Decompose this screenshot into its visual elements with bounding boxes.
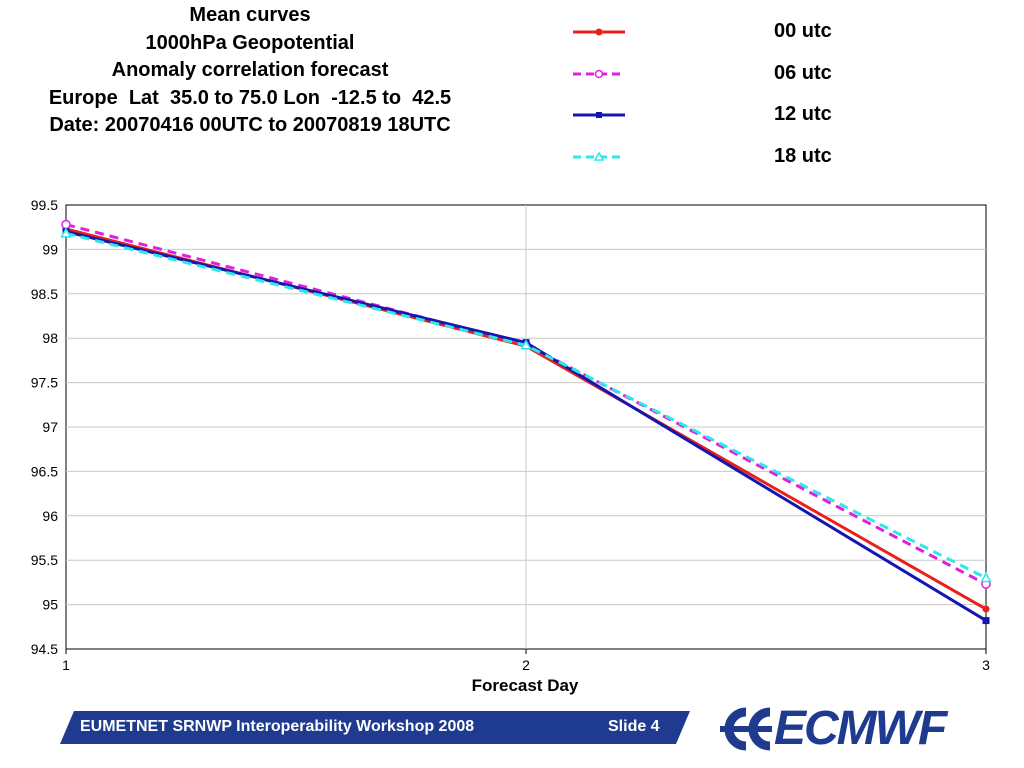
title-line-5: Date: 20070416 00UTC to 20070819 18UTC bbox=[49, 114, 451, 136]
title-line-1: Mean curves bbox=[189, 4, 311, 26]
data-point-06-utc bbox=[61, 219, 71, 230]
title-line-3: Anomaly correlation forecast bbox=[111, 59, 389, 81]
axes: 94.5 95 95.5 96 96.5 97 97.5 98 98.5 99 99.5 1 2 3 bbox=[31, 197, 990, 673]
series-line-06-utc bbox=[65, 223, 987, 586]
x-axis-title: Forecast Day bbox=[472, 676, 579, 695]
y-tick-label: 94.5 bbox=[31, 641, 58, 657]
y-tick-label: 98 bbox=[42, 330, 58, 346]
ecmwf-logo-mark-icon bbox=[720, 707, 772, 751]
footer-workshop-text: EUMETNET SRNWP Interoperability Workshop… bbox=[80, 718, 475, 735]
data-point-00-utc bbox=[982, 605, 990, 613]
footer-slide-number: Slide 4 bbox=[608, 718, 660, 735]
data-point-12-utc bbox=[982, 617, 990, 625]
y-tick-label: 96.5 bbox=[31, 463, 58, 479]
ecmwf-logo: ECMWF bbox=[716, 702, 966, 756]
y-tick-label: 97.5 bbox=[31, 375, 58, 391]
legend-entry-12utc: 12 utc bbox=[570, 101, 860, 143]
title-line-4: Europe Lat 35.0 to 75.0 Lon -12.5 to 42.… bbox=[48, 86, 452, 109]
y-tick-label: 99.5 bbox=[31, 197, 58, 213]
legend-swatch-18utc bbox=[573, 150, 625, 161]
legend-entry-06utc: 06 utc bbox=[570, 60, 860, 102]
footer-banner bbox=[60, 711, 690, 744]
legend-entry-18utc: 18 utc bbox=[570, 143, 860, 185]
legend-entry-00utc: 00 utc bbox=[570, 18, 860, 60]
x-tick-label: 1 bbox=[62, 657, 70, 673]
chart-legend: 00 utc 06 utc 12 utc 18 utc bbox=[570, 18, 860, 184]
x-tick-label: 3 bbox=[982, 657, 990, 673]
legend-label-00utc: 00 utc bbox=[774, 20, 832, 42]
data-point-18-utc bbox=[520, 339, 532, 350]
grid-lines bbox=[66, 205, 986, 649]
y-tick-label: 95.5 bbox=[31, 552, 58, 568]
legend-swatch-06utc bbox=[573, 69, 625, 78]
legend-label-18utc: 18 utc bbox=[774, 144, 832, 167]
y-tick-label: 99 bbox=[42, 241, 58, 257]
title-line-2: 1000hPa Geopotential bbox=[145, 31, 355, 54]
legend-label-12utc: 12 utc bbox=[774, 103, 832, 125]
x-tick-label: 2 bbox=[522, 657, 530, 673]
y-tick-label: 98.5 bbox=[31, 286, 58, 302]
line-chart: 94.5 95 95.5 96 96.5 97 97.5 98 98.5 99 99.5 1 2 3 Fo… bbox=[31, 197, 992, 695]
chart-title: Mean curves 1000hPa Geopotential Anomaly… bbox=[10, 2, 490, 140]
y-tick-label: 97 bbox=[42, 419, 58, 435]
data-point-18-utc bbox=[60, 227, 72, 238]
y-tick-label: 96 bbox=[42, 508, 58, 524]
ecmwf-logo-text: ECMWF bbox=[774, 702, 947, 755]
legend-label-06utc: 06 utc bbox=[774, 61, 832, 84]
legend-swatch-00utc bbox=[573, 28, 625, 36]
y-tick-label: 95 bbox=[42, 597, 58, 613]
data-series bbox=[60, 219, 992, 625]
data-point-18-utc bbox=[980, 571, 992, 583]
legend-swatch-12utc bbox=[573, 112, 625, 118]
